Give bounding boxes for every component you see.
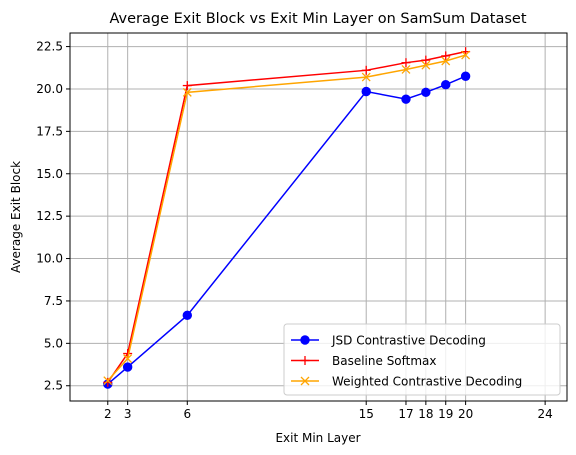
legend-label: Weighted Contrastive Decoding <box>332 375 522 389</box>
data-point <box>441 80 451 90</box>
y-tick-label: 2.5 <box>44 379 63 393</box>
y-tick-label: 22.5 <box>36 40 63 54</box>
x-tick-label: 19 <box>438 407 453 421</box>
data-point <box>182 310 192 321</box>
y-tick-label: 7.5 <box>44 294 63 308</box>
series-line <box>107 50 466 383</box>
legend-entry: JSD Contrastive Decoding <box>291 334 486 348</box>
x-tick-label: 6 <box>183 407 191 421</box>
data-point <box>421 60 431 70</box>
data-point <box>123 354 133 364</box>
data-point <box>460 71 471 81</box>
data-point <box>401 58 411 68</box>
data-point <box>103 376 113 386</box>
y-tick-label: 20.0 <box>36 82 63 96</box>
data-point <box>361 65 371 75</box>
x-tick-label: 24 <box>537 407 552 421</box>
legend-box <box>283 323 561 396</box>
y-axis-title: Average Exit Block <box>9 161 23 273</box>
y-tick-label: 5.0 <box>44 336 63 350</box>
data-point <box>441 51 451 61</box>
plot-frame <box>69 32 568 402</box>
series-layer <box>103 47 471 389</box>
data-point <box>103 377 113 387</box>
y-tick-label: 15.0 <box>36 167 63 181</box>
x-tick-label: 20 <box>458 407 473 421</box>
data-point <box>122 362 133 372</box>
legend-label: Baseline Softmax <box>332 354 437 368</box>
x-tick-label: 15 <box>359 407 374 421</box>
legend-marker <box>300 335 310 345</box>
data-point <box>461 50 471 60</box>
y-tick-label: 17.5 <box>36 124 63 138</box>
legend: JSD Contrastive Decoding Baseline Softmax… <box>283 323 561 396</box>
data-point <box>441 56 451 66</box>
x-tick-label: 3 <box>124 407 132 421</box>
data-point <box>401 65 411 74</box>
data-point <box>401 94 411 104</box>
data-point <box>421 55 431 65</box>
y-tick-label: 12.5 <box>36 209 63 223</box>
series-2 <box>103 50 471 386</box>
series-line <box>107 54 466 382</box>
x-tick-label: 2 <box>104 407 112 421</box>
data-point <box>182 81 192 91</box>
data-point <box>421 87 431 98</box>
legend-label: JSD Contrastive Decoding <box>331 334 486 348</box>
legend-entry: Baseline Softmax <box>291 354 437 368</box>
legend-marker <box>300 356 310 365</box>
legend-marker <box>300 376 310 386</box>
x-axis-title: Exit Min Layer <box>275 431 360 445</box>
series-1 <box>103 47 471 387</box>
chart-title: Average Exit Block vs Exit Min Layer on … <box>109 11 526 27</box>
x-tick-label: 18 <box>418 407 433 421</box>
axis-ticks: 2 3 6 15 17 18 19 20 24 2.5 5.0 7.5 10.0 12.5 15.0 17.5… <box>36 40 552 421</box>
data-point <box>361 72 371 82</box>
data-point <box>182 87 192 97</box>
legend-entry: Weighted Contrastive Decoding <box>291 375 522 389</box>
series-0 <box>103 71 471 389</box>
data-point <box>361 86 371 97</box>
y-tick-label: 10.0 <box>36 252 63 266</box>
x-tick-label: 17 <box>398 407 413 421</box>
